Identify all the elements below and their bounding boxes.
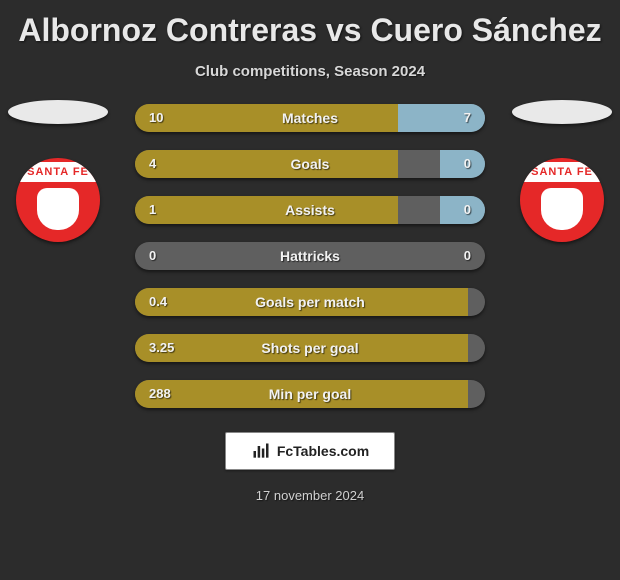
- stat-bar-left-value: 0.4: [149, 288, 167, 316]
- stat-bar-left-value: 4: [149, 150, 156, 178]
- shield-icon: [37, 188, 79, 230]
- player-left-column: SANTA FE: [8, 100, 108, 242]
- player-right-avatar-placeholder: [512, 100, 612, 124]
- player-right-club-badge: SANTA FE: [520, 158, 604, 242]
- shield-icon: [541, 188, 583, 230]
- stat-bar: Shots per goal3.25: [135, 334, 485, 362]
- stat-bar-label: Shots per goal: [135, 334, 485, 362]
- stat-bar-label: Goals per match: [135, 288, 485, 316]
- stat-bars: Matches107Goals40Assists10Hattricks00Goa…: [135, 104, 485, 408]
- footer-date: 17 november 2024: [0, 488, 620, 503]
- stat-bar-right-value: 0: [464, 242, 471, 270]
- stat-bar-left-value: 10: [149, 104, 163, 132]
- stat-bar: Goals4 0: [135, 150, 485, 178]
- stat-bar-label: Goals: [135, 150, 485, 178]
- stat-bar: Hattricks0 0: [135, 242, 485, 270]
- stat-bar-left-value: 0: [149, 242, 156, 270]
- stat-bar-right-value: 7: [464, 104, 471, 132]
- stat-bar: Matches10 7: [135, 104, 485, 132]
- player-left-club-short: SANTA FE: [16, 162, 100, 182]
- stat-bar-label: Min per goal: [135, 380, 485, 408]
- stat-bar-label: Assists: [135, 196, 485, 224]
- stat-bar-label: Matches: [135, 104, 485, 132]
- player-left-avatar-placeholder: [8, 100, 108, 124]
- stat-bar: Min per goal288: [135, 380, 485, 408]
- brand-chip[interactable]: FcTables.com: [225, 432, 395, 470]
- player-left-club-badge: SANTA FE: [16, 158, 100, 242]
- brand-text: FcTables.com: [277, 443, 369, 459]
- stat-bar-left-value: 1: [149, 196, 156, 224]
- stat-bar-right-value: 0: [464, 196, 471, 224]
- comparison-arena: SANTA FE SANTA FE Matches107Goals40Assis…: [0, 104, 620, 408]
- page-subtitle: Club competitions, Season 2024: [0, 63, 620, 80]
- stat-bar-left-value: 288: [149, 380, 171, 408]
- stat-bar: Assists1 0: [135, 196, 485, 224]
- stat-bar-right-value: 0: [464, 150, 471, 178]
- stat-bar-label: Hattricks: [135, 242, 485, 270]
- page-title: Albornoz Contreras vs Cuero Sánchez: [0, 0, 620, 49]
- player-right-club-short: SANTA FE: [520, 162, 604, 182]
- player-right-column: SANTA FE: [512, 100, 612, 242]
- stat-bar: Goals per match0.4: [135, 288, 485, 316]
- bar-chart-icon: [251, 441, 271, 461]
- stat-bar-left-value: 3.25: [149, 334, 174, 362]
